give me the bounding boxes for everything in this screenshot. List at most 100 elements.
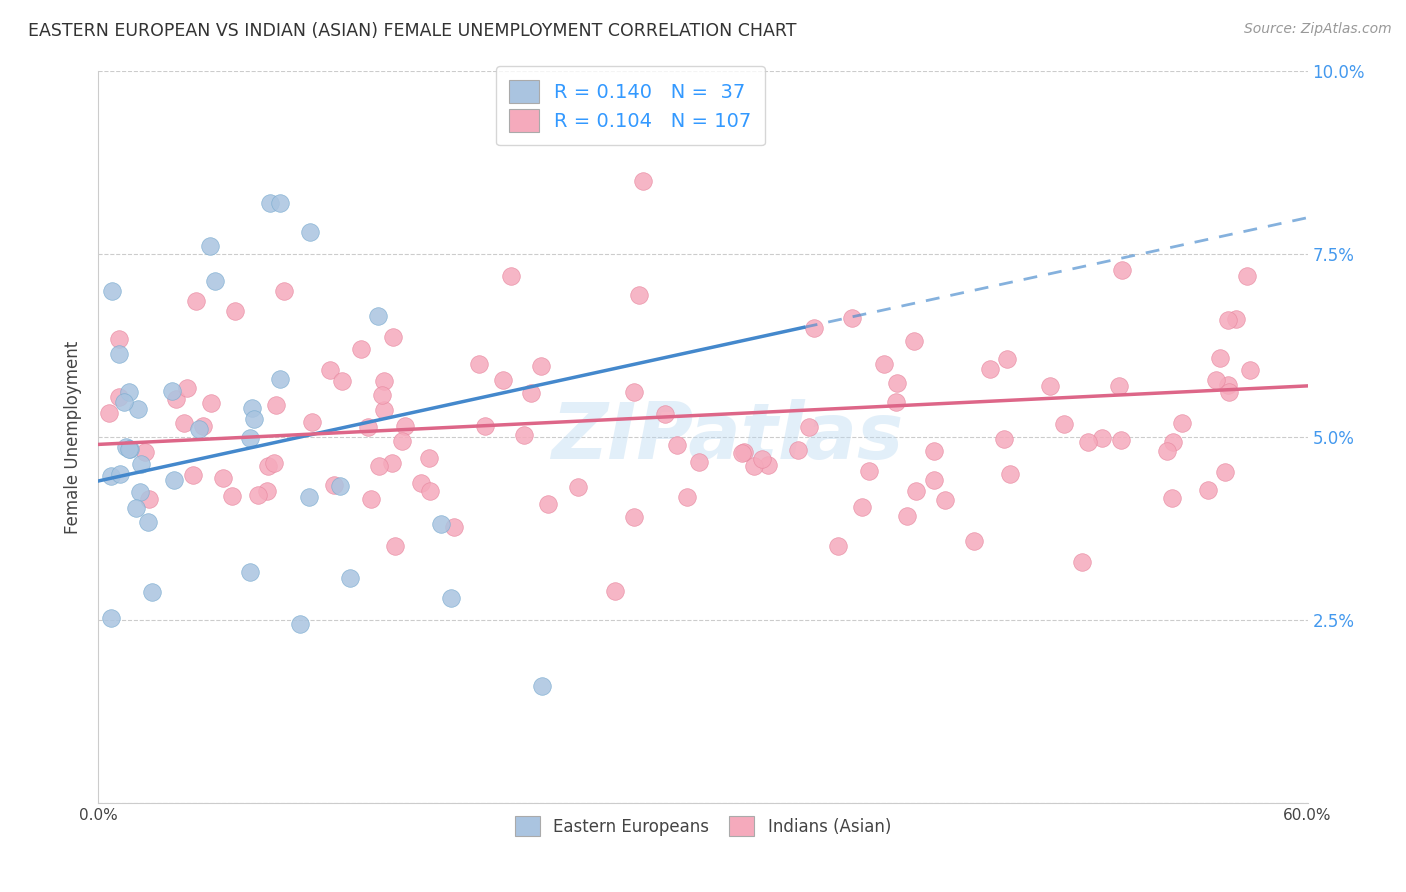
Point bbox=[163, 474, 186, 488]
Point bbox=[409, 475, 432, 490]
Point bbox=[841, 310, 863, 325]
Point bbox=[263, 456, 285, 470]
Point bbox=[1111, 262, 1133, 277]
Point bbox=[666, 438, 689, 452]
Point bbox=[384, 539, 406, 553]
Point bbox=[256, 484, 278, 499]
Point bbox=[529, 359, 551, 373]
Point bbox=[756, 458, 779, 472]
Point bbox=[520, 385, 543, 400]
Point bbox=[100, 469, 122, 483]
Point bbox=[827, 539, 849, 553]
Point bbox=[186, 294, 208, 309]
Point bbox=[631, 174, 654, 188]
Text: Source: ZipAtlas.com: Source: ZipAtlas.com bbox=[1244, 22, 1392, 37]
Point bbox=[1156, 444, 1178, 458]
Point bbox=[884, 394, 907, 409]
Point bbox=[212, 471, 235, 485]
Point bbox=[273, 284, 295, 298]
Point bbox=[896, 508, 918, 523]
Point bbox=[391, 434, 413, 449]
Point bbox=[623, 510, 645, 524]
Point bbox=[330, 374, 353, 388]
Point bbox=[904, 483, 927, 498]
Legend: Eastern Europeans, Indians (Asian): Eastern Europeans, Indians (Asian) bbox=[505, 806, 901, 846]
Point bbox=[567, 480, 589, 494]
Point bbox=[440, 591, 463, 605]
Point bbox=[200, 396, 222, 410]
Point bbox=[1077, 434, 1099, 449]
Point bbox=[127, 402, 149, 417]
Point bbox=[141, 584, 163, 599]
Point bbox=[628, 288, 651, 302]
Point bbox=[373, 402, 395, 417]
Point bbox=[1225, 312, 1247, 326]
Point bbox=[731, 446, 754, 460]
Point bbox=[136, 515, 159, 529]
Point bbox=[803, 320, 825, 334]
Point bbox=[751, 452, 773, 467]
Point bbox=[298, 490, 321, 504]
Point bbox=[1197, 483, 1219, 497]
Point bbox=[903, 334, 925, 348]
Point bbox=[107, 332, 129, 346]
Point bbox=[193, 419, 215, 434]
Point bbox=[360, 491, 382, 506]
Point bbox=[112, 395, 135, 409]
Point bbox=[530, 679, 553, 693]
Point bbox=[851, 500, 873, 515]
Point bbox=[995, 352, 1018, 367]
Point bbox=[1161, 491, 1184, 506]
Y-axis label: Female Unemployment: Female Unemployment bbox=[65, 341, 83, 533]
Point bbox=[492, 374, 515, 388]
Point bbox=[1161, 435, 1184, 450]
Point bbox=[979, 362, 1001, 376]
Point bbox=[797, 420, 820, 434]
Point bbox=[115, 440, 138, 454]
Point bbox=[224, 304, 246, 318]
Point bbox=[886, 376, 908, 391]
Point bbox=[382, 330, 405, 344]
Point bbox=[259, 196, 281, 211]
Point bbox=[100, 284, 122, 298]
Point bbox=[373, 374, 395, 388]
Point bbox=[129, 457, 152, 471]
Point bbox=[134, 444, 156, 458]
Point bbox=[162, 384, 184, 398]
Point bbox=[394, 419, 416, 434]
Point bbox=[787, 442, 810, 457]
Point bbox=[357, 420, 380, 434]
Point bbox=[257, 459, 280, 474]
Point bbox=[603, 583, 626, 598]
Point bbox=[319, 362, 342, 376]
Point bbox=[467, 357, 489, 371]
Point bbox=[97, 406, 120, 420]
Point bbox=[269, 372, 291, 386]
Point bbox=[537, 497, 560, 511]
Point bbox=[108, 390, 131, 404]
Point bbox=[246, 488, 269, 502]
Point bbox=[512, 427, 534, 442]
Point bbox=[1205, 373, 1227, 387]
Point bbox=[1218, 313, 1240, 327]
Point bbox=[198, 239, 221, 253]
Point bbox=[181, 468, 204, 483]
Point bbox=[381, 456, 404, 470]
Point bbox=[742, 459, 765, 474]
Point bbox=[474, 419, 496, 434]
Point bbox=[430, 517, 453, 532]
Point bbox=[100, 611, 122, 625]
Point bbox=[239, 431, 262, 445]
Point bbox=[138, 491, 160, 506]
Point bbox=[873, 357, 896, 371]
Point bbox=[269, 196, 291, 211]
Point bbox=[993, 433, 1015, 447]
Point bbox=[1218, 385, 1240, 400]
Point bbox=[367, 309, 389, 323]
Point bbox=[204, 275, 226, 289]
Point bbox=[1239, 363, 1261, 377]
Point bbox=[176, 381, 198, 395]
Point bbox=[243, 412, 266, 426]
Point bbox=[350, 343, 373, 357]
Point bbox=[173, 416, 195, 430]
